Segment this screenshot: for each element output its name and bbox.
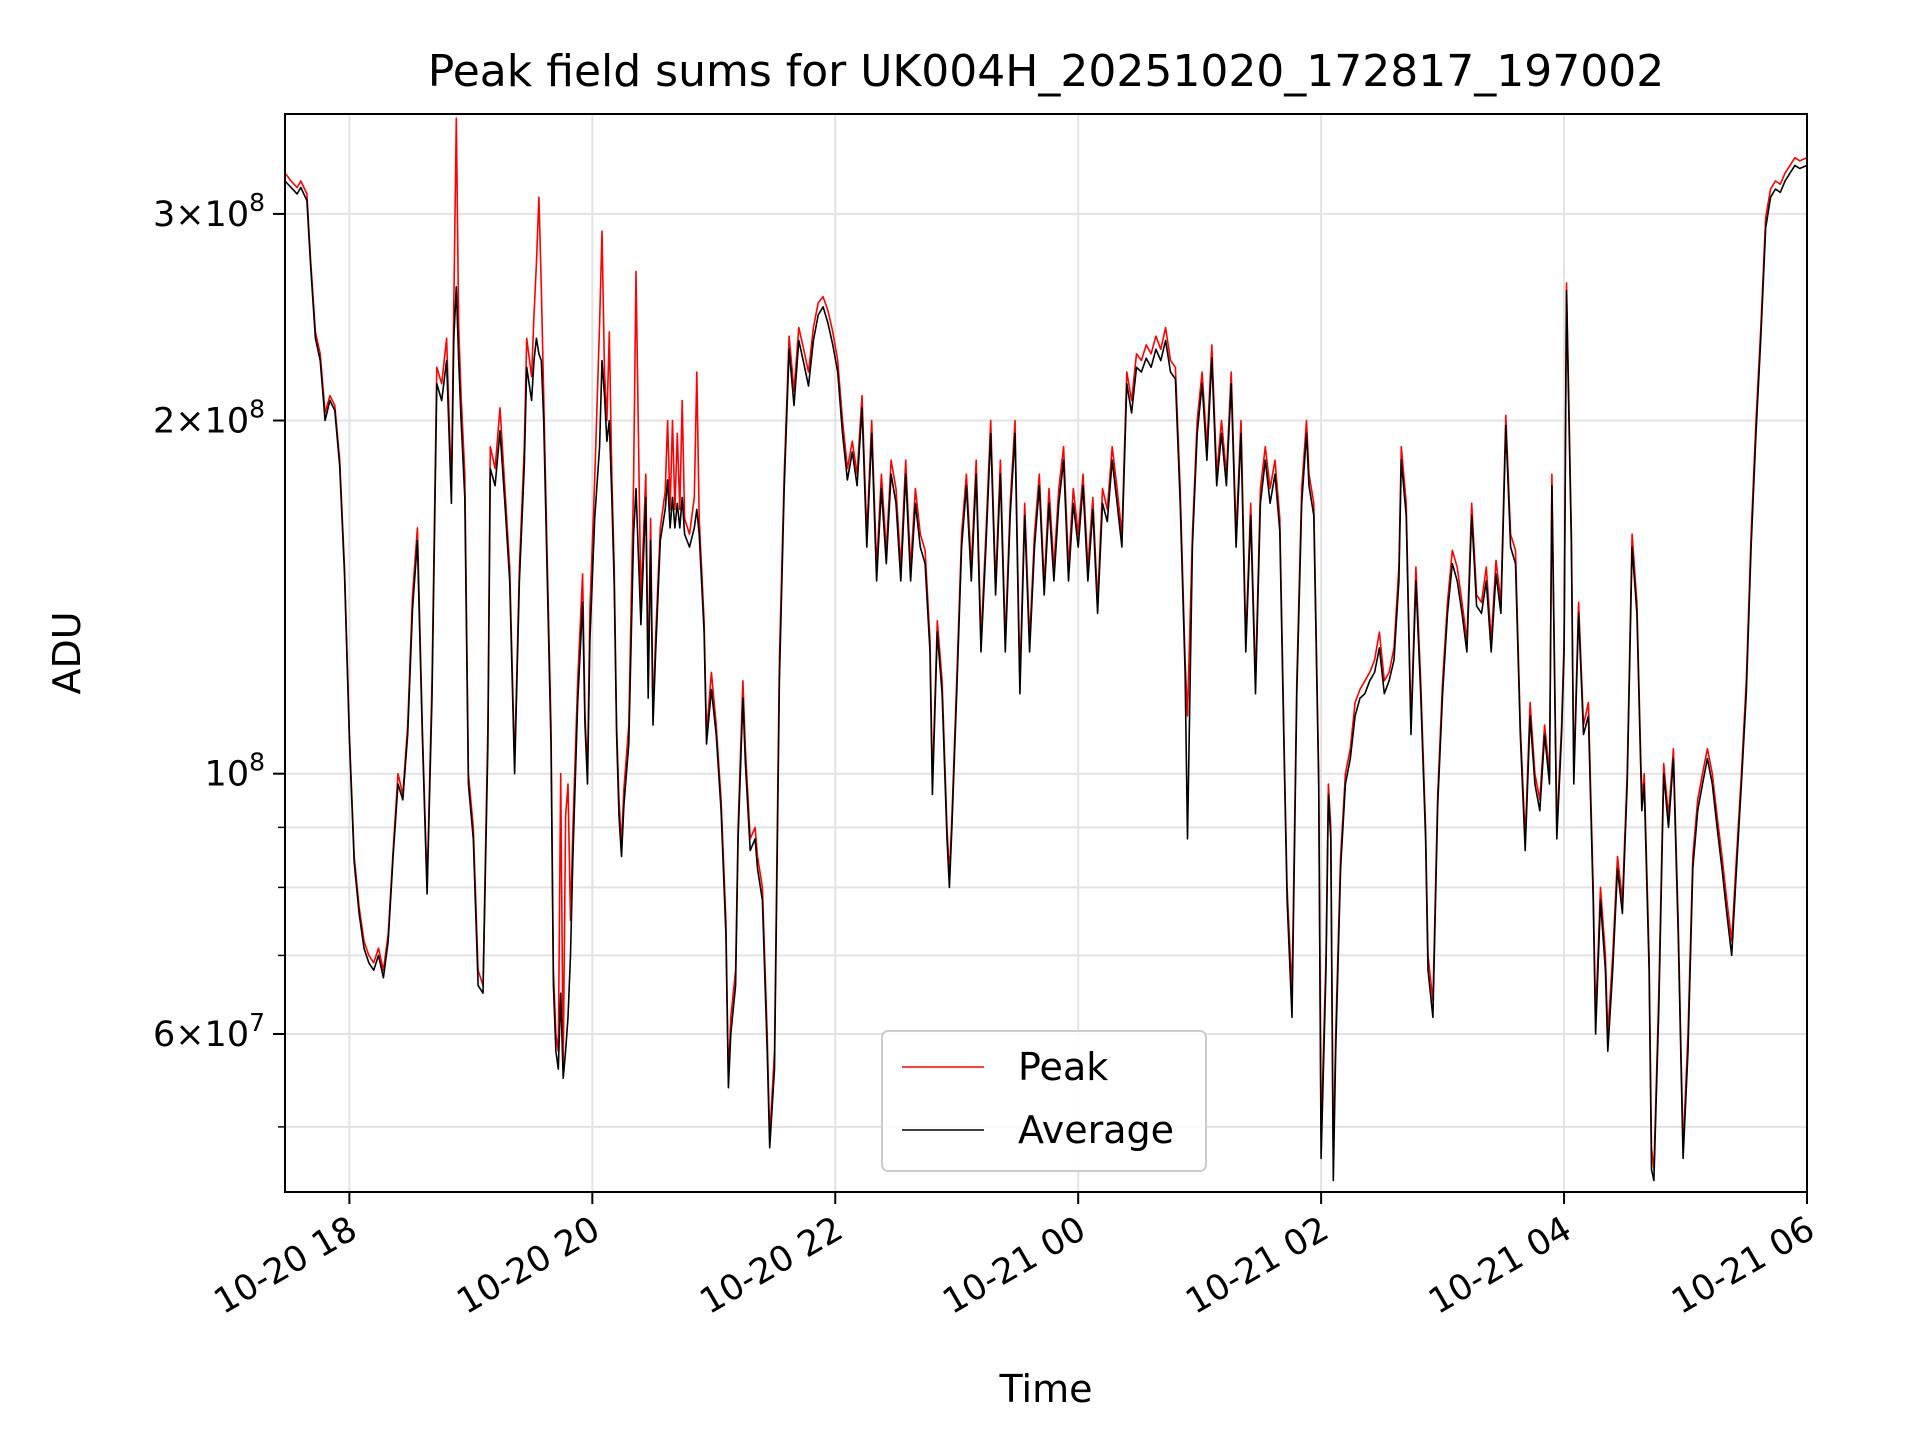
plot-frame (284, 113, 1808, 1193)
chart-title: Peak field sums for UK004H_20251020_1728… (428, 46, 1664, 97)
y-tick-label: 6×107 (153, 1008, 265, 1055)
legend: Peak Average (881, 1030, 1207, 1172)
y-tick-exponent: 7 (249, 1008, 265, 1037)
y-tick-base: 10 (205, 402, 250, 442)
y-tick-base: 10 (205, 1015, 250, 1055)
y-tick-mantissa: 6 (153, 1015, 175, 1055)
y-tick-exponent: 8 (249, 395, 265, 424)
series-line-average (285, 164, 1807, 1182)
y-tick-label: 108 (205, 748, 265, 795)
y-tick-times: × (175, 402, 204, 442)
y-tick-exponent: 8 (249, 188, 265, 217)
y-tick-label: 2×108 (153, 395, 265, 442)
y-axis-label: ADU (45, 611, 89, 694)
y-tick-mantissa: 3 (153, 195, 175, 235)
y-tick-base: 10 (205, 755, 250, 795)
y-tick-label: 3×108 (153, 188, 265, 235)
y-tick-times: × (175, 195, 204, 235)
legend-peak-label: Peak (1018, 1045, 1108, 1089)
y-tick-base: 10 (205, 195, 250, 235)
x-axis-label: Time (999, 1367, 1093, 1411)
legend-box (881, 1030, 1207, 1172)
legend-average-label: Average (1018, 1108, 1174, 1152)
y-tick-times: × (175, 1015, 204, 1055)
y-tick-exponent: 8 (249, 748, 265, 777)
y-tick-mantissa: 2 (153, 402, 175, 442)
series-lines (285, 117, 1807, 1182)
